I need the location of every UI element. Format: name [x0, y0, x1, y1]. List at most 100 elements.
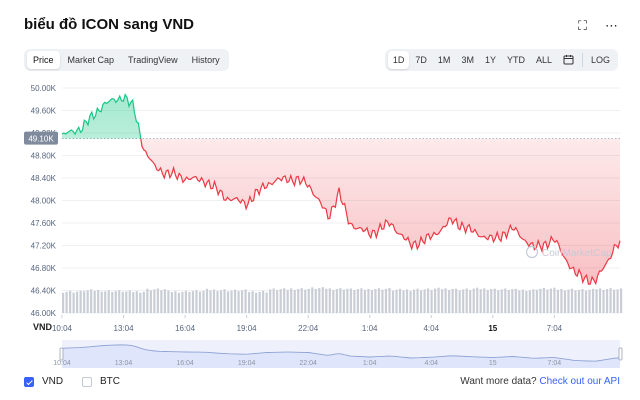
volume-bar [605, 289, 609, 313]
volume-bar [360, 288, 363, 313]
volume-bar [65, 291, 68, 313]
volume-bar [511, 289, 514, 313]
tab-tradingview[interactable]: TradingView [128, 55, 178, 65]
volume-bar [570, 288, 574, 313]
volume-bar [567, 289, 570, 313]
volume-bar [125, 291, 128, 313]
volume-bar [490, 289, 493, 313]
volume-bar [79, 290, 82, 313]
volume-bar [476, 287, 479, 313]
volume-bar [226, 291, 230, 313]
volume-bar [370, 289, 374, 313]
volume-bar [563, 290, 567, 313]
volume-bar [191, 291, 195, 313]
range-all[interactable]: ALL [535, 55, 552, 65]
x-tick-label: 19:04 [237, 324, 258, 333]
legend-btc[interactable]: BTC [82, 376, 120, 387]
volume-bar [507, 290, 510, 313]
volume-bar [381, 289, 384, 313]
x-tick-label: 7:04 [547, 324, 563, 333]
tab-history[interactable]: History [191, 55, 220, 65]
calendar-icon[interactable] [558, 50, 579, 71]
fullscreen-icon[interactable]: ⛶ [577, 18, 587, 33]
volume-bar [146, 288, 149, 313]
x-tick-label: 16:04 [175, 324, 196, 333]
volume-bar [486, 289, 489, 313]
checkbox-vnd[interactable] [24, 376, 34, 387]
volume-bar [398, 288, 402, 313]
range-1m[interactable]: 1M [437, 55, 451, 65]
volume-bar [335, 289, 338, 313]
volume-bar [233, 289, 237, 313]
navigator-line [61, 344, 621, 362]
volume-bar [367, 288, 370, 313]
volume-bar [195, 290, 198, 313]
volume-bar [405, 289, 409, 313]
volume-bar [223, 289, 226, 313]
watermark-text: CoinMarketCap [542, 248, 612, 259]
range-1d[interactable]: 1D [387, 51, 410, 69]
volume-bar [219, 290, 223, 313]
range-1y[interactable]: 1Y [484, 55, 496, 65]
volume-bar [297, 289, 300, 313]
volume-bar [419, 290, 423, 313]
api-link[interactable]: Check out our API [539, 376, 620, 387]
volume-bar [311, 287, 314, 313]
y-axis: 46.00K 46.40K 46.80K 47.20K 47.60K 48.00K 48.4… [24, 84, 58, 332]
range-ytd[interactable]: YTD [506, 55, 525, 65]
volume-bar [588, 289, 591, 313]
volume-bar [332, 289, 335, 313]
volume-bar [170, 292, 173, 313]
volume-bar [402, 290, 405, 313]
volume-bar [455, 288, 458, 313]
volume-bar [255, 292, 258, 313]
volume-bar [581, 289, 584, 313]
navigator-tick-label: 19:04 [238, 360, 256, 367]
volume-bar [448, 289, 451, 313]
volume-bar [497, 290, 500, 313]
volume-bar [188, 291, 191, 313]
volume-bar [437, 287, 440, 313]
volume-bar [560, 288, 563, 313]
volume-bar [514, 288, 517, 313]
volume-bar [72, 292, 75, 313]
y-tick-label: 46.40K [31, 287, 57, 296]
volume-bar [93, 290, 96, 313]
range-7d[interactable]: 7D [415, 55, 427, 65]
volume-bar [479, 289, 482, 313]
volume-bar [100, 291, 103, 313]
volume-bar [251, 291, 254, 313]
volume-bar [416, 288, 419, 313]
navigator-tick-label: 4:04 [424, 360, 438, 367]
more-dots-icon[interactable]: ⋯ [605, 18, 618, 33]
volume-bar [104, 291, 107, 313]
volume-bar [409, 291, 412, 313]
checkbox-btc[interactable] [82, 376, 92, 387]
volume-bar [209, 290, 212, 313]
volume-bar [76, 291, 79, 313]
watermark-coinmarketcap: CoinMarketCap [525, 245, 612, 259]
volume-bar [86, 290, 89, 313]
volume-bar [135, 291, 138, 313]
volume-bar [391, 290, 395, 313]
volume-bar [469, 290, 472, 313]
volume-bar [314, 288, 317, 313]
volume-bar [230, 290, 233, 313]
volume-bar [620, 288, 623, 313]
log-scale-toggle[interactable]: LOG [590, 55, 610, 65]
x-tick-label: 4:04 [423, 324, 439, 333]
volume-bar [69, 290, 72, 313]
volume-bar [62, 292, 65, 313]
range-3m[interactable]: 3M [461, 55, 474, 65]
volume-bar [181, 291, 184, 313]
volume-bar [412, 289, 416, 313]
y-tick-label: 48.80K [31, 152, 57, 161]
tab-market-cap[interactable]: Market Cap [67, 55, 115, 65]
legend-vnd[interactable]: VND [24, 376, 63, 387]
tab-price[interactable]: Price [27, 51, 60, 69]
volume-bar [244, 289, 247, 313]
volume-bar [163, 289, 166, 313]
price-chart[interactable]: CoinMarketCap 46.00K 46.40K 46.80K 47.20K 47… [0, 0, 640, 372]
y-tick-label: 50.00K [31, 84, 57, 93]
x-tick-label: 22:04 [298, 324, 319, 333]
